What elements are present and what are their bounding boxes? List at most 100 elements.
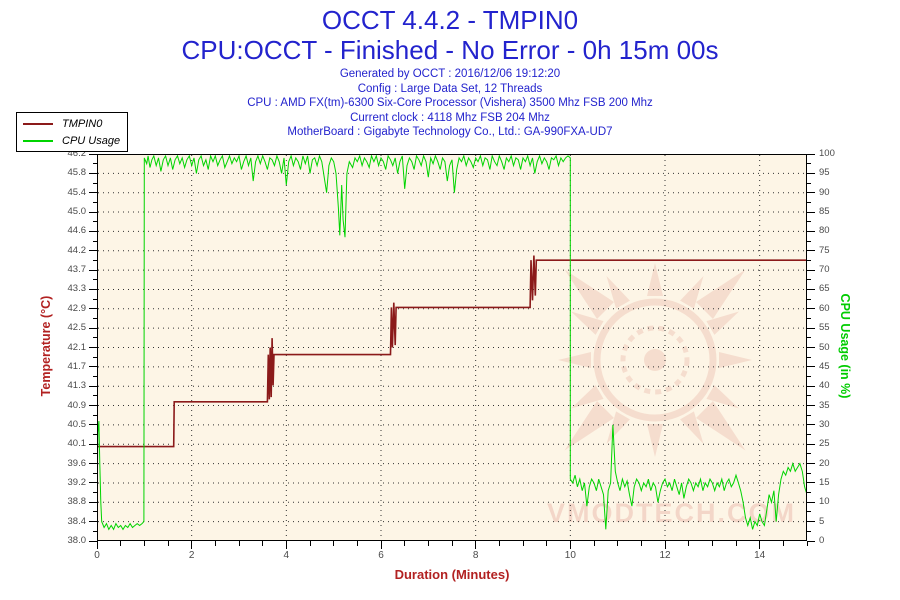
cpu-axis-tick: [807, 540, 815, 542]
plot-area: VMODTECH.COM: [96, 154, 808, 541]
cpu-axis-minor-tick: [807, 201, 811, 203]
cpu-axis-minor-tick: [807, 395, 811, 397]
cpu-axis-tick: [807, 327, 815, 329]
cpu-axis-minor-tick: [807, 163, 811, 165]
x-axis-tick: [782, 541, 784, 546]
x-tick-label: 2: [188, 550, 195, 561]
temp-tick-label: 46.2: [67, 148, 87, 159]
cpu-axis-tick: [807, 501, 815, 503]
cpu-tick-label: 0: [819, 535, 825, 546]
cpu-axis-minor-tick: [807, 259, 811, 261]
x-tick-label: 6: [378, 550, 384, 561]
temp-axis-minor-tick: [93, 511, 97, 513]
x-tick-label: 10: [564, 550, 576, 561]
info-line-motherboard: MotherBoard : Gigabyte Technology Co., L…: [287, 126, 613, 139]
temp-axis-tick: [89, 424, 97, 426]
cpu-tick-label: 60: [819, 302, 830, 314]
x-axis-tick: [404, 541, 406, 546]
cpu-axis-tick: [807, 288, 815, 290]
cpu-axis-minor-tick: [807, 317, 811, 319]
cpu-axis-minor-tick: [807, 472, 811, 474]
report-info-block: Generated by OCCT : 2016/12/06 19:12:20 …: [0, 67, 900, 140]
series-line-tmpin0: [97, 255, 807, 448]
page-title: OCCT 4.4.2 - TMPIN0: [321, 5, 579, 35]
info-line-clock: Current clock : 4118 Mhz FSB 204 Mhz: [350, 111, 550, 124]
x-axis-tick: [688, 541, 690, 546]
temp-tick-label: 44.2: [67, 244, 87, 256]
temp-axis-tick: [89, 463, 97, 465]
temp-axis-tick: [89, 501, 97, 503]
cpu-axis-tick: [807, 250, 815, 252]
temp-axis-minor-tick: [93, 434, 97, 436]
cpu-axis-tick: [807, 153, 815, 155]
x-tick-label: 0: [94, 550, 100, 561]
temp-axis-minor-tick: [93, 356, 97, 358]
temp-axis-tick: [89, 192, 97, 194]
cpu-tick-label: 85: [819, 206, 830, 218]
cpu-tick-label: 70: [819, 264, 830, 276]
cpu-axis-tick: [807, 269, 815, 271]
temp-axis-minor-tick: [93, 530, 97, 532]
temp-tick-label: 38.8: [67, 496, 87, 508]
temp-tick-label: 43.3: [67, 283, 87, 295]
series-line-cpu-usage: [96, 154, 808, 531]
cpu-axis-tick: [807, 347, 815, 348]
temp-tick-label: 40.1: [67, 438, 87, 450]
cpu-axis-tick: [807, 172, 815, 174]
cpu-tick-label: 80: [819, 225, 830, 237]
temp-axis-tick: [89, 308, 97, 310]
x-axis-tick: [191, 541, 193, 549]
cpu-axis-minor-tick: [807, 279, 811, 281]
temp-tick-label: 43.7: [67, 264, 87, 276]
tmpin0-line-swatch: [23, 122, 53, 125]
temp-axis-minor-tick: [93, 221, 97, 223]
cpu-axis-tick: [807, 211, 815, 213]
cpu-axis-minor-tick: [807, 376, 811, 378]
temp-tick-label: 42.5: [67, 322, 87, 334]
x-axis-tick: [167, 541, 169, 546]
x-axis-tick: [475, 541, 477, 549]
cpu-tick-label: 40: [819, 380, 830, 392]
cpu-axis-minor-tick: [807, 298, 811, 300]
x-axis-tick: [759, 541, 761, 549]
temp-axis-tick: [89, 347, 97, 348]
watermark-logo: [558, 263, 752, 457]
temp-tick-label: 42.1: [67, 341, 87, 353]
cpu-axis-tick: [807, 463, 815, 465]
temp-axis-tick: [89, 211, 97, 213]
temp-tick-label: 41.3: [67, 380, 87, 392]
cpu-axis-tick: [807, 405, 815, 407]
cpu-tick-label: 45: [819, 360, 830, 372]
cpu-tick-label: 35: [819, 399, 830, 411]
cpu-axis-tick: [807, 443, 815, 445]
x-tick-label: 4: [283, 550, 290, 561]
temp-axis-minor-tick: [93, 472, 97, 474]
cpu-axis-tick: [807, 482, 815, 484]
temp-axis-tick: [89, 269, 97, 271]
x-axis-tick: [238, 541, 240, 546]
temp-axis-tick: [89, 366, 97, 368]
x-axis-tick: [96, 541, 98, 549]
legend-item-tmpin0: TMPIN0: [17, 115, 127, 132]
page-subtitle: CPU:OCCT - Finished - No Error - 0h 15m …: [181, 35, 719, 65]
cpu-axis-minor-tick: [807, 240, 811, 242]
cpu-usage-line-swatch: [23, 139, 53, 142]
watermark-text: VMODTECH.COM: [547, 498, 796, 528]
legend-label-cpu-usage: CPU Usage: [62, 134, 121, 147]
temp-axis-tick: [89, 443, 97, 445]
x-axis-tick: [143, 541, 145, 546]
temp-axis-minor-tick: [93, 414, 97, 416]
temp-tick-label: 40.5: [67, 418, 87, 430]
temp-tick-label: 44.6: [67, 225, 87, 237]
x-tick-label: 8: [472, 550, 479, 561]
cpu-tick-label: 10: [819, 496, 830, 508]
x-axis-tick: [214, 541, 216, 546]
info-line-generated: Generated by OCCT : 2016/12/06 19:12:20: [339, 68, 561, 80]
info-line-config: Config : Large Data Set, 12 Threads: [357, 82, 543, 95]
temp-axis-minor-tick: [93, 182, 97, 184]
cpu-tick-label: 95: [819, 167, 830, 179]
x-axis-tick: [569, 541, 571, 549]
cpu-axis-minor-tick: [807, 492, 811, 494]
x-axis-tick: [664, 541, 666, 549]
cpu-axis-tick: [807, 308, 815, 310]
